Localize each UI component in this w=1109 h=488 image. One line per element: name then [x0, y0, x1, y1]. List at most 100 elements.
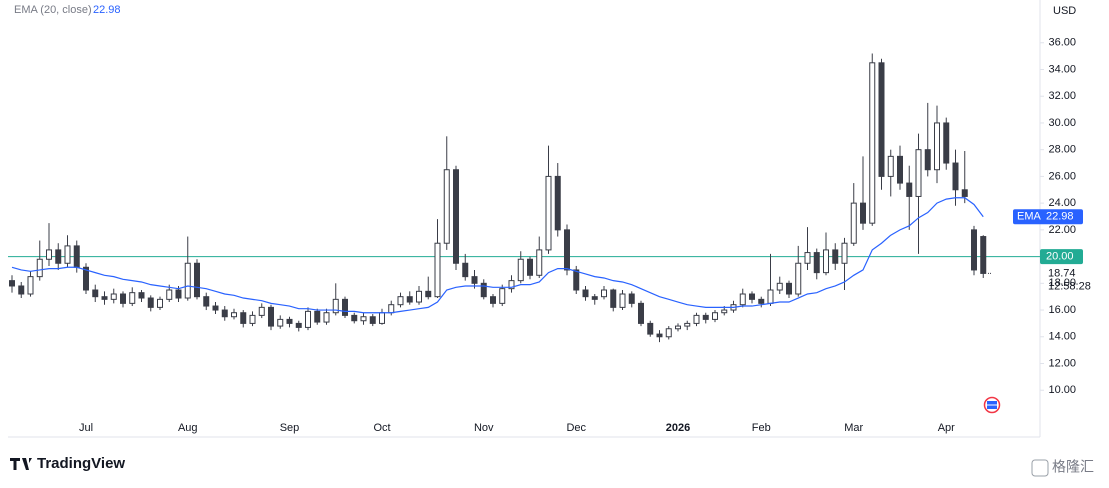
candle-body	[36, 258, 43, 278]
y-tick-label: 16.00	[1048, 304, 1076, 316]
candle-body	[73, 245, 80, 268]
x-tick-label: Aug	[178, 422, 198, 434]
candle-body	[943, 122, 950, 164]
y-tick-label: 28.00	[1048, 144, 1076, 156]
candle-body	[573, 269, 580, 291]
candle-body	[416, 290, 422, 303]
candle-body	[517, 258, 524, 282]
candle-body	[961, 189, 968, 197]
candle-body	[332, 298, 339, 314]
candle-body	[638, 302, 644, 324]
candle-body	[453, 169, 459, 264]
candle-body	[924, 149, 931, 171]
candle-body	[258, 306, 265, 316]
candle-body	[878, 62, 885, 177]
candle-body	[628, 293, 635, 304]
ema-tag-name: EMA	[1017, 211, 1042, 223]
candle-body	[92, 289, 99, 298]
candle-body	[351, 314, 358, 322]
candle-body	[46, 249, 52, 260]
candle-body	[758, 298, 765, 304]
candle-body	[693, 314, 700, 324]
candle-body	[665, 328, 672, 338]
candle-body	[268, 306, 274, 327]
x-tick-label: Feb	[752, 422, 771, 434]
candle-body	[564, 229, 570, 271]
candle-body	[749, 293, 755, 300]
candle-body	[536, 249, 543, 276]
candle-body	[249, 314, 256, 324]
candle-body	[27, 276, 34, 295]
candle-body	[212, 305, 219, 311]
candle-body	[471, 276, 478, 284]
ema-tag-value: 22.98	[1046, 211, 1074, 223]
x-tick-label: 2026	[666, 422, 690, 434]
candle-body	[915, 149, 922, 197]
candle-body	[582, 289, 589, 298]
candle-body	[286, 318, 293, 324]
candle-body	[860, 202, 866, 224]
candle-body	[9, 280, 15, 287]
y-tick-label: 32.00	[1048, 90, 1076, 102]
last-price: 18.74	[1048, 267, 1076, 279]
candle-body	[406, 296, 413, 303]
y-tick-label: 14.00	[1048, 331, 1076, 343]
candle-body	[64, 245, 71, 264]
candle-body	[795, 262, 802, 295]
candle-body	[157, 298, 163, 308]
candle-body	[906, 182, 913, 197]
candle-body	[832, 249, 839, 264]
candle-body	[221, 309, 228, 318]
x-tick-label: Oct	[373, 422, 390, 434]
candle-body	[342, 298, 348, 316]
ema-tag	[1013, 209, 1083, 225]
candle-body	[110, 293, 117, 300]
candle-body	[231, 312, 237, 318]
candle-body	[545, 175, 552, 251]
price-line-tag	[1040, 249, 1083, 265]
flag-icon	[983, 396, 1001, 414]
candle-body	[971, 229, 977, 271]
candle-body	[721, 309, 728, 314]
candle-body	[443, 169, 450, 244]
candle-body	[18, 285, 25, 295]
candle-body	[101, 296, 108, 300]
candle-body	[776, 282, 783, 291]
candle-body	[786, 282, 792, 295]
candle-body	[804, 252, 811, 264]
ema-line	[11, 197, 984, 314]
candle-body	[508, 280, 515, 290]
candle-body	[499, 288, 506, 304]
indicator-legend: EMA (20, close)	[14, 4, 92, 16]
candle-body	[166, 289, 173, 300]
candle-body	[869, 62, 876, 224]
candle-body	[175, 289, 182, 299]
candle-body	[277, 318, 284, 327]
candle-body	[675, 325, 681, 330]
candle-body	[147, 297, 154, 308]
candle-body	[360, 316, 367, 322]
candle-body	[619, 293, 626, 308]
y-tick-label: 34.00	[1048, 63, 1076, 75]
candle-body	[739, 293, 746, 306]
candle-body	[314, 310, 321, 323]
x-tick-label: Dec	[566, 422, 586, 434]
candle-body	[397, 296, 404, 306]
y-tick-label: 12.00	[1048, 357, 1076, 369]
candle-body	[887, 155, 894, 177]
candle-body	[767, 289, 774, 304]
candle-body	[83, 266, 89, 291]
candle-body	[554, 175, 561, 231]
candle-body	[841, 242, 848, 264]
x-tick-label: Jul	[79, 422, 93, 434]
candle-body	[702, 314, 709, 320]
candle-body	[480, 282, 487, 298]
y-tick-label: 18.00	[1048, 277, 1076, 289]
candle-body	[369, 316, 376, 324]
y-tick-label: 24.00	[1048, 197, 1076, 209]
candle-body	[591, 296, 598, 300]
y-tick-label: 22.00	[1048, 224, 1076, 236]
